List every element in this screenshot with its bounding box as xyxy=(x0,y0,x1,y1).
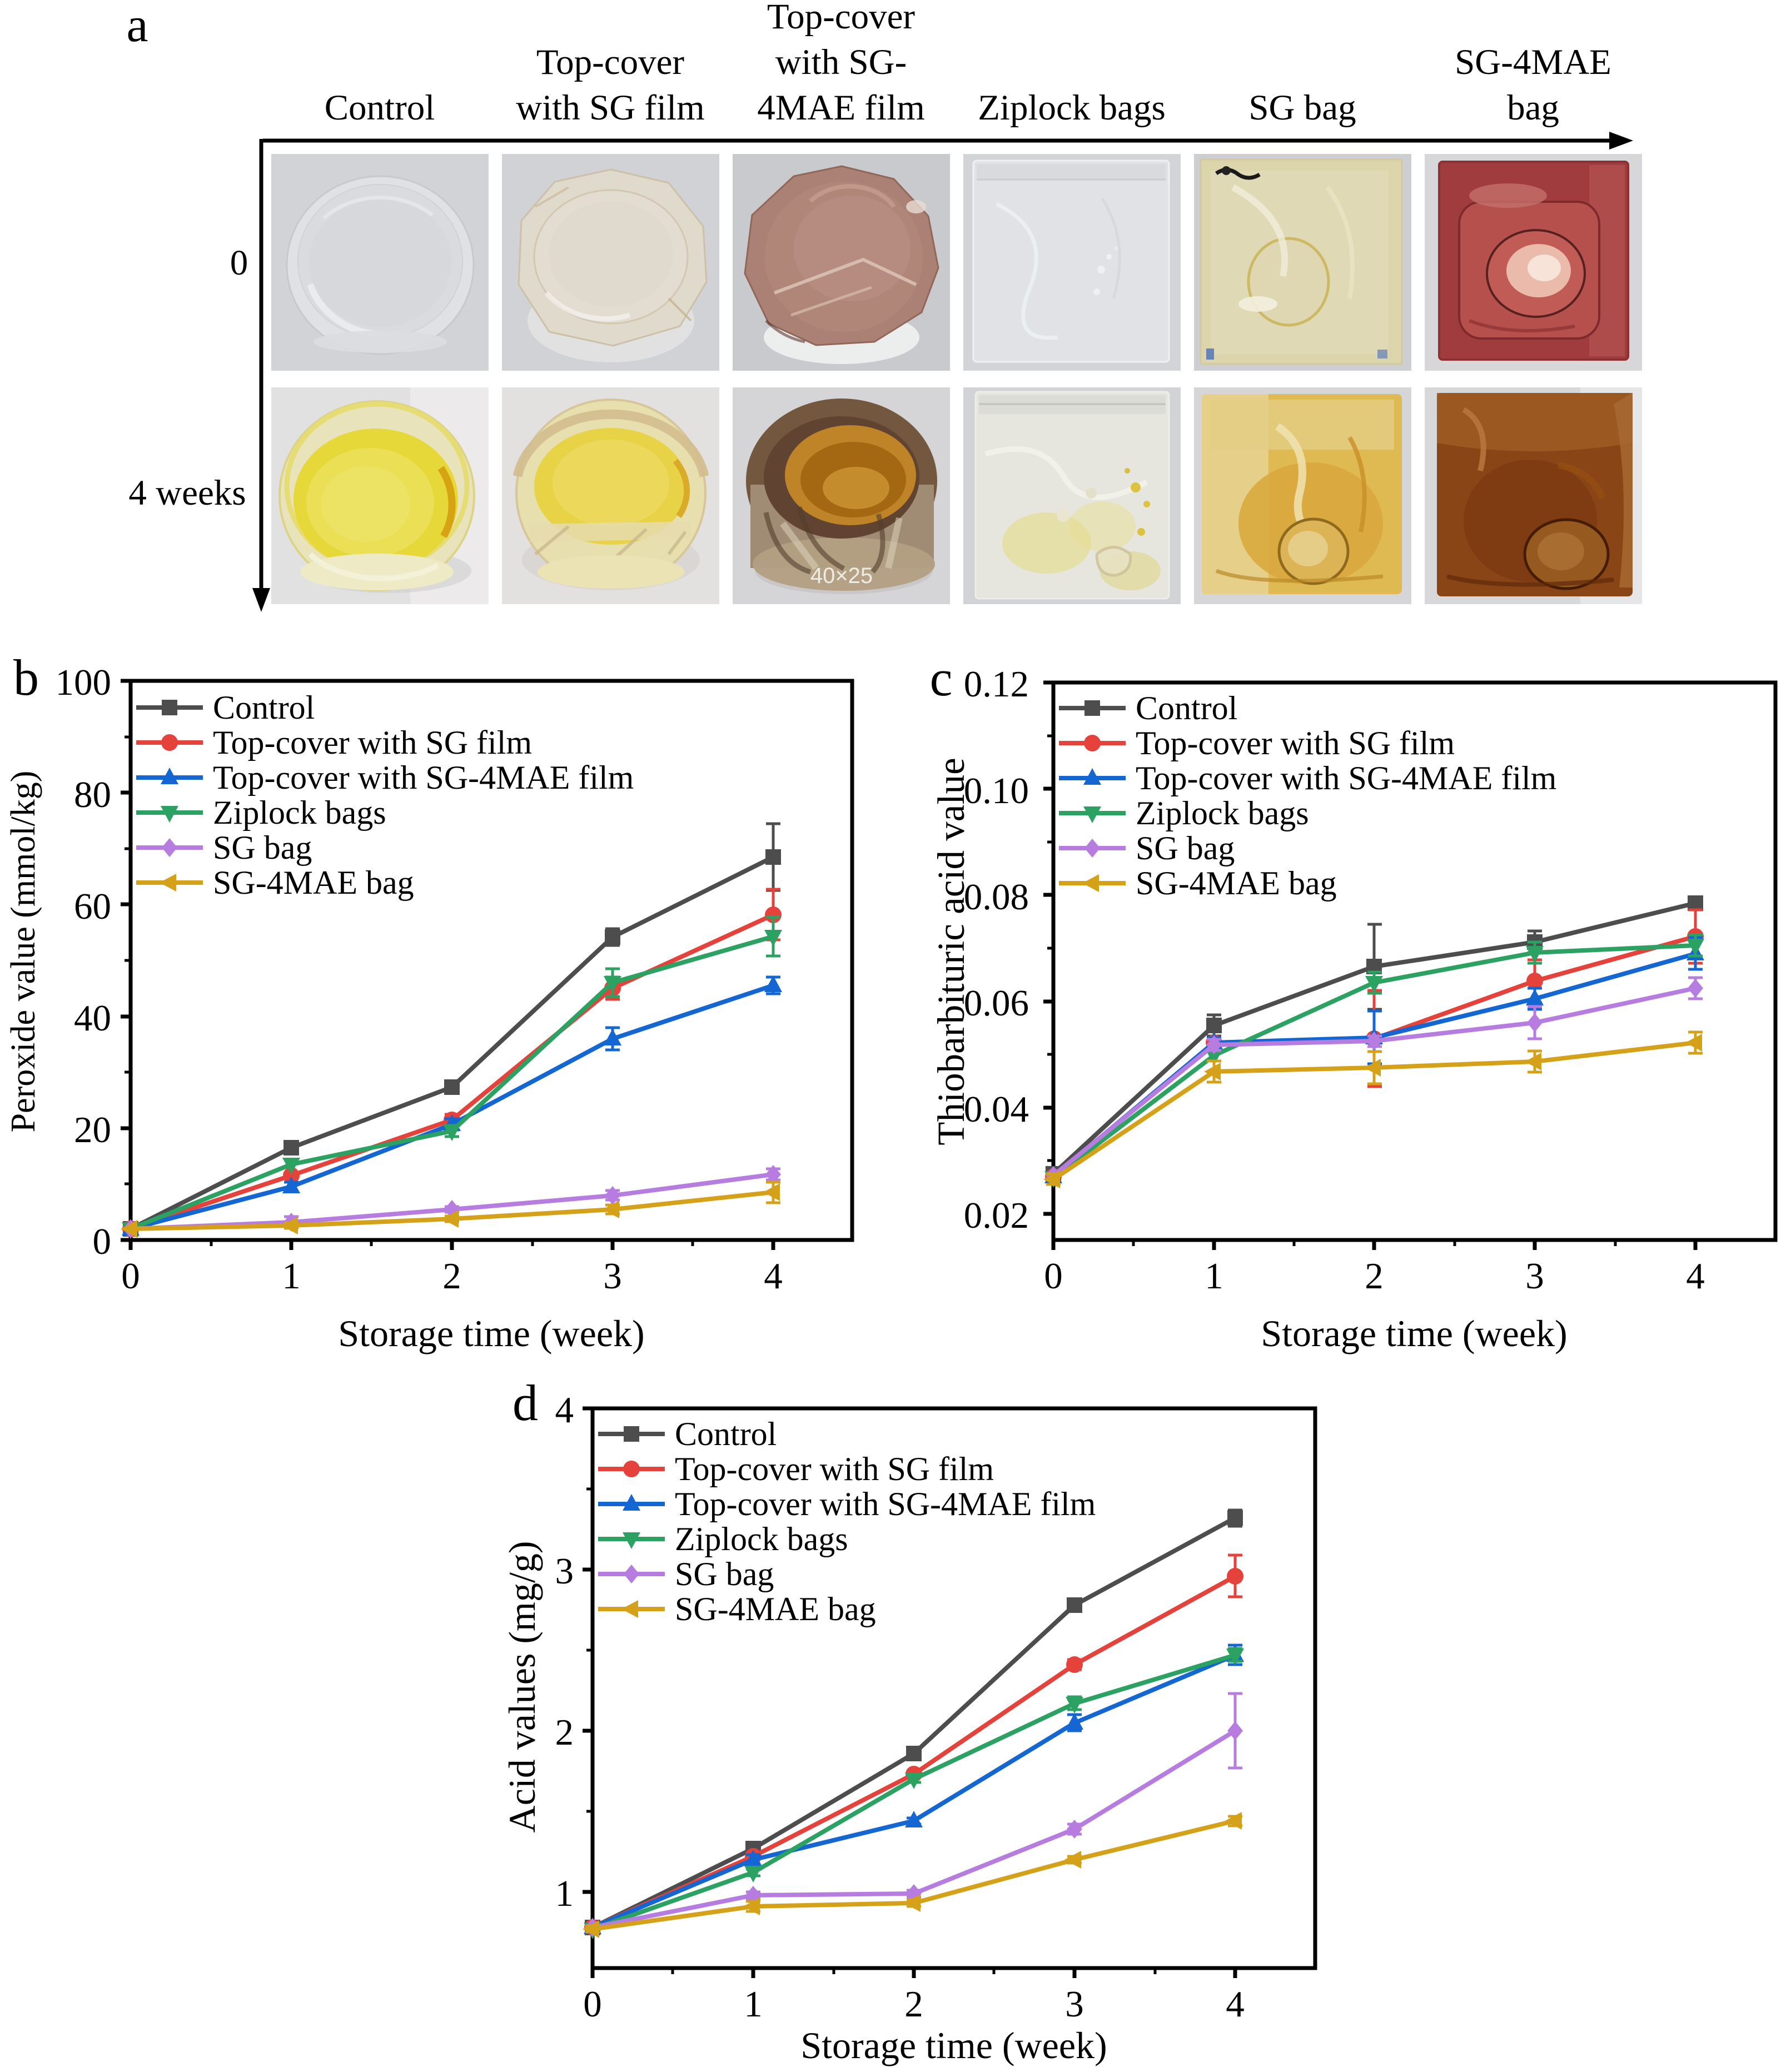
svg-text:with SG-: with SG- xyxy=(775,42,907,82)
svg-text:SG bag: SG bag xyxy=(675,1556,774,1592)
svg-text:Acid values (mg/g): Acid values (mg/g) xyxy=(501,1541,543,1833)
svg-text:100: 100 xyxy=(56,662,112,703)
svg-text:4: 4 xyxy=(1226,1984,1245,2025)
svg-text:1: 1 xyxy=(1205,1256,1223,1297)
svg-text:2: 2 xyxy=(1365,1256,1384,1297)
svg-text:0.10: 0.10 xyxy=(964,770,1029,811)
svg-text:with SG film: with SG film xyxy=(516,88,704,128)
svg-text:40×25: 40×25 xyxy=(810,564,873,588)
svg-text:3: 3 xyxy=(555,1551,574,1592)
svg-text:4: 4 xyxy=(764,1256,783,1297)
svg-text:Top-cover: Top-cover xyxy=(767,0,916,37)
svg-text:Thiobarbituric acid value: Thiobarbituric acid value xyxy=(930,758,972,1145)
svg-text:40: 40 xyxy=(74,998,111,1039)
svg-text:d: d xyxy=(513,1374,538,1431)
svg-text:3: 3 xyxy=(603,1256,622,1297)
svg-text:3: 3 xyxy=(1525,1256,1544,1297)
svg-text:2: 2 xyxy=(904,1984,923,2025)
svg-text:3: 3 xyxy=(1065,1984,1084,2025)
svg-text:SG bag: SG bag xyxy=(1248,88,1356,128)
svg-text:SG-4MAE bag: SG-4MAE bag xyxy=(213,864,414,901)
svg-text:a: a xyxy=(126,0,148,52)
svg-text:0: 0 xyxy=(583,1984,602,2025)
svg-text:0.02: 0.02 xyxy=(964,1195,1029,1236)
svg-text:0: 0 xyxy=(1044,1256,1063,1297)
svg-text:0: 0 xyxy=(230,243,248,283)
svg-text:4 weeks: 4 weeks xyxy=(128,473,246,513)
svg-text:Top-cover with SG film: Top-cover with SG film xyxy=(213,724,532,761)
svg-text:Storage time (week): Storage time (week) xyxy=(800,2024,1107,2066)
svg-text:b: b xyxy=(13,649,39,706)
svg-text:Top-cover with SG-4MAE film: Top-cover with SG-4MAE film xyxy=(213,759,634,796)
svg-text:Peroxide value (mmol/kg): Peroxide value (mmol/kg) xyxy=(4,771,42,1133)
svg-text:SG-4MAE bag: SG-4MAE bag xyxy=(675,1591,876,1627)
svg-text:SG bag: SG bag xyxy=(213,829,312,866)
svg-text:c: c xyxy=(930,650,953,706)
svg-text:Ziplock bags: Ziplock bags xyxy=(1136,795,1309,831)
svg-text:SG bag: SG bag xyxy=(1136,830,1235,866)
svg-text:Top-cover with SG-4MAE film: Top-cover with SG-4MAE film xyxy=(1136,760,1556,796)
svg-text:0: 0 xyxy=(121,1256,140,1297)
svg-text:Control: Control xyxy=(1136,690,1237,726)
svg-text:1: 1 xyxy=(555,1873,574,1914)
svg-text:60: 60 xyxy=(74,886,111,927)
svg-text:Control: Control xyxy=(213,689,315,726)
svg-text:bag: bag xyxy=(1507,88,1559,128)
svg-text:Ziplock bags: Ziplock bags xyxy=(978,88,1166,128)
svg-text:Control: Control xyxy=(675,1416,777,1452)
svg-text:Ziplock bags: Ziplock bags xyxy=(213,794,386,831)
svg-text:Top-cover with SG-4MAE film: Top-cover with SG-4MAE film xyxy=(675,1486,1096,1522)
svg-text:4: 4 xyxy=(1686,1256,1705,1297)
svg-text:0: 0 xyxy=(93,1221,112,1262)
svg-text:1: 1 xyxy=(744,1984,763,2025)
svg-text:4: 4 xyxy=(555,1389,574,1431)
svg-text:Top-cover: Top-cover xyxy=(536,42,685,82)
svg-text:Storage time (week): Storage time (week) xyxy=(338,1312,644,1354)
svg-text:0.04: 0.04 xyxy=(964,1089,1029,1130)
svg-text:Top-cover with SG film: Top-cover with SG film xyxy=(675,1451,994,1487)
svg-text:0.12: 0.12 xyxy=(964,664,1029,705)
svg-text:SG-4MAE bag: SG-4MAE bag xyxy=(1136,865,1337,901)
svg-text:Top-cover with SG film: Top-cover with SG film xyxy=(1136,725,1455,761)
svg-text:2: 2 xyxy=(555,1712,574,1753)
svg-text:0.08: 0.08 xyxy=(964,876,1029,918)
svg-text:2: 2 xyxy=(442,1256,461,1297)
svg-text:SG-4MAE: SG-4MAE xyxy=(1455,42,1611,82)
svg-text:Ziplock bags: Ziplock bags xyxy=(675,1521,848,1557)
svg-text:4MAE film: 4MAE film xyxy=(757,88,925,128)
svg-text:20: 20 xyxy=(74,1109,111,1150)
svg-text:Control: Control xyxy=(325,88,435,128)
svg-text:Storage time (week): Storage time (week) xyxy=(1261,1312,1567,1354)
svg-text:1: 1 xyxy=(282,1256,301,1297)
svg-text:80: 80 xyxy=(74,774,111,815)
svg-text:0.06: 0.06 xyxy=(964,983,1029,1024)
